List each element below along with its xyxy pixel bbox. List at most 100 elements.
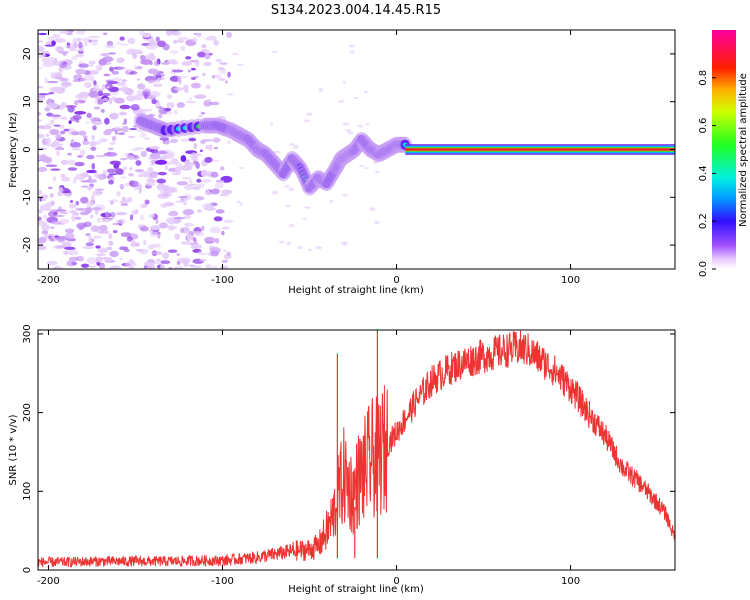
noise-blob (169, 138, 179, 144)
noise-blob (190, 67, 196, 71)
noise-blob (38, 67, 44, 70)
y-tick-label: -20 (22, 237, 33, 253)
noise-blob (213, 74, 222, 79)
snr-x-label: Height of straight line (km) (288, 584, 424, 595)
noise-dot (288, 187, 294, 192)
noise-blob (107, 80, 119, 85)
noise-blob (38, 112, 42, 116)
noise-blob (166, 186, 176, 194)
noise-blob (74, 216, 82, 220)
noise-blob (139, 226, 149, 232)
noise-blob (57, 236, 65, 242)
noise-blob (102, 56, 114, 62)
noise-blob (173, 109, 178, 115)
noise-blob (174, 200, 184, 203)
noise-blob (38, 93, 50, 96)
noise-blob (199, 258, 208, 262)
noise-blob (116, 41, 120, 45)
noise-blob (100, 264, 106, 269)
noise-blob (172, 31, 182, 37)
noise-blob (165, 216, 177, 224)
noise-blob (119, 104, 131, 110)
noise-blob (224, 80, 228, 84)
noise-blob (91, 134, 96, 141)
noise-blob (78, 225, 84, 230)
noise-blob (182, 209, 195, 216)
noise-blob (97, 230, 110, 234)
noise-blob (155, 150, 168, 155)
noise-blob (71, 146, 81, 151)
noise-blob (61, 176, 71, 182)
noise-blob (183, 161, 194, 166)
noise-blob (206, 189, 210, 192)
noise-blob (211, 188, 220, 195)
noise-blob (219, 166, 225, 171)
noise-blob (38, 189, 43, 195)
noise-dot (285, 204, 291, 208)
noise-blob (109, 250, 119, 258)
noise-blob (50, 226, 55, 230)
noise-blob (116, 67, 128, 70)
snr-y-label: SNR (10 * v/v) (8, 414, 19, 485)
noise-blob (155, 218, 159, 224)
noise-blob (129, 214, 134, 221)
noise-blob (151, 98, 157, 105)
noise-blob (44, 156, 53, 164)
noise-blob (121, 125, 129, 133)
noise-blob (140, 203, 148, 208)
noise-blob (167, 59, 178, 65)
noise-blob (162, 251, 170, 259)
x-tick-label: -200 (37, 576, 60, 587)
noise-blob (134, 65, 138, 70)
noise-blob (177, 36, 189, 41)
noise-blob (68, 49, 79, 52)
noise-blob (213, 39, 220, 46)
noise-dot (348, 44, 355, 48)
noise-blob (56, 145, 63, 151)
noise-blob (41, 230, 49, 235)
noise-blob (200, 112, 206, 115)
noise-blob (91, 207, 102, 211)
noise-blob (185, 56, 192, 60)
noise-blob (78, 63, 90, 68)
noise-blob (91, 121, 103, 126)
noise-dot (289, 224, 295, 228)
noise-blob (203, 53, 211, 60)
noise-blob (118, 200, 129, 204)
noise-blob (201, 225, 205, 232)
noise-blob (176, 181, 188, 186)
noise-dot (342, 193, 349, 197)
noise-blob (143, 261, 156, 267)
noise-blob (89, 64, 94, 67)
noise-blob (190, 82, 202, 89)
noise-blob (52, 33, 61, 39)
y-tick-label: 0 (22, 567, 33, 573)
noise-blob (185, 100, 197, 104)
noise-blob (50, 71, 62, 77)
noise-blob (100, 53, 110, 57)
noise-blob (100, 108, 105, 113)
noise-blob (104, 44, 116, 49)
noise-blob (219, 67, 227, 74)
noise-blob (214, 237, 220, 244)
noise-blob (74, 111, 87, 115)
noise-dot (237, 63, 244, 66)
noise-blob (38, 166, 48, 173)
noise-blob (52, 211, 58, 216)
noise-blob (38, 125, 45, 129)
noise-blob (190, 265, 202, 268)
noise-blob (81, 185, 89, 188)
noise-blob (97, 248, 108, 254)
y-tick-label: 0 (22, 146, 33, 152)
noise-blob (177, 77, 181, 83)
noise-dot (236, 200, 241, 204)
noise-blob (188, 97, 192, 100)
noise-blob (149, 163, 155, 166)
noise-blob (121, 79, 128, 82)
noise-dot (342, 122, 350, 126)
noise-dot (232, 52, 239, 56)
noise-blob (204, 236, 216, 244)
noise-blob (92, 235, 102, 239)
noise-blob (194, 196, 205, 201)
noise-dot (303, 119, 311, 123)
